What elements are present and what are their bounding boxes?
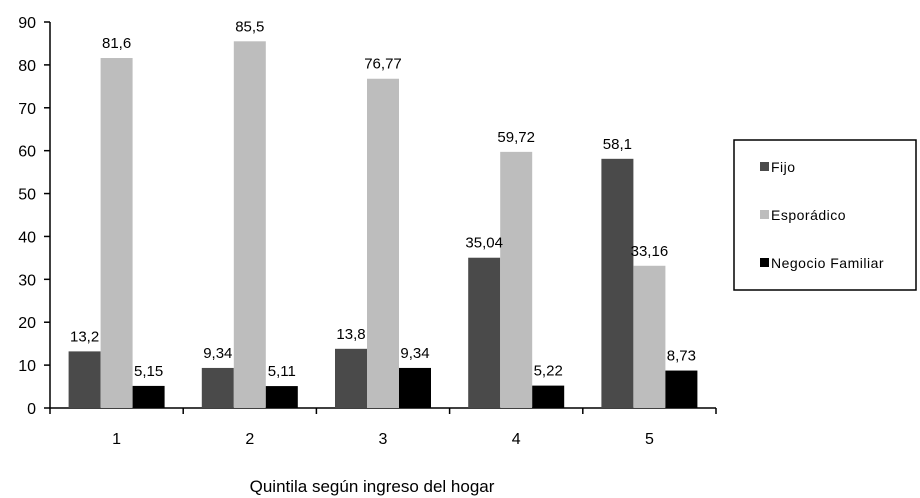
x-tick-label: 2 (245, 431, 254, 448)
bar (233, 41, 266, 409)
bar (500, 151, 533, 408)
bar (601, 158, 634, 408)
bar (100, 58, 133, 408)
data-label: 81,6 (102, 35, 131, 52)
data-label: 5,22 (534, 363, 563, 380)
data-label: 9,34 (400, 345, 429, 362)
y-tick-label: 60 (18, 144, 36, 161)
bar (633, 265, 666, 408)
y-tick-label: 90 (18, 15, 36, 32)
data-label: 5,11 (268, 363, 296, 380)
data-label: 58,1 (603, 136, 632, 153)
bar (367, 78, 399, 408)
bar (335, 348, 367, 408)
data-label: 5,15 (134, 363, 163, 380)
bar (201, 367, 234, 408)
x-tick-label: 1 (112, 431, 121, 448)
data-label: 13,2 (70, 328, 99, 345)
y-tick-label: 0 (27, 401, 36, 418)
legend-label: Esporádico (771, 207, 846, 223)
x-axis: 1 2 3 4 5 (49, 407, 717, 448)
bar (468, 257, 501, 408)
bar (265, 386, 298, 408)
y-tick-label: 10 (18, 358, 36, 375)
y-tick-label: 70 (18, 101, 36, 118)
bar (399, 367, 431, 408)
data-labels: 13,2 9,34 13,8 35,04 58,1 81,6 85,5 76,77 59,72 3… (70, 18, 696, 380)
x-tick-label: 5 (645, 431, 654, 448)
x-tick-label: 3 (379, 431, 388, 448)
bar (68, 351, 101, 408)
data-label: 35,04 (465, 235, 503, 252)
y-tick-label: 80 (18, 58, 36, 75)
bar (665, 370, 698, 408)
x-axis-title: Quintila según ingreso del hogar (250, 477, 495, 496)
legend: Fijo Esporádico Negocio Familiar (733, 139, 917, 291)
y-tick-label: 50 (18, 187, 36, 204)
legend-label: Fijo (771, 159, 796, 175)
legend-swatch (760, 258, 769, 267)
y-tick-label: 20 (18, 315, 36, 332)
data-label: 85,5 (235, 18, 264, 35)
y-tick-label: 40 (18, 229, 36, 246)
data-label: 13,8 (336, 326, 365, 343)
bar (132, 385, 165, 408)
data-label: 33,16 (631, 243, 669, 260)
x-tick-label: 4 (512, 431, 521, 448)
data-label: 9,34 (203, 345, 232, 362)
y-axis: 0 10 20 30 40 50 60 70 80 90 (18, 15, 51, 418)
bar (532, 385, 565, 408)
y-tick-label: 30 (18, 272, 36, 289)
bars (68, 41, 698, 409)
legend-swatch (760, 210, 769, 219)
data-label: 8,73 (667, 348, 696, 365)
legend-label: Negocio Familiar (771, 255, 884, 271)
data-label: 76,77 (364, 56, 402, 73)
data-label: 59,72 (497, 129, 535, 146)
legend-swatch (760, 162, 769, 171)
